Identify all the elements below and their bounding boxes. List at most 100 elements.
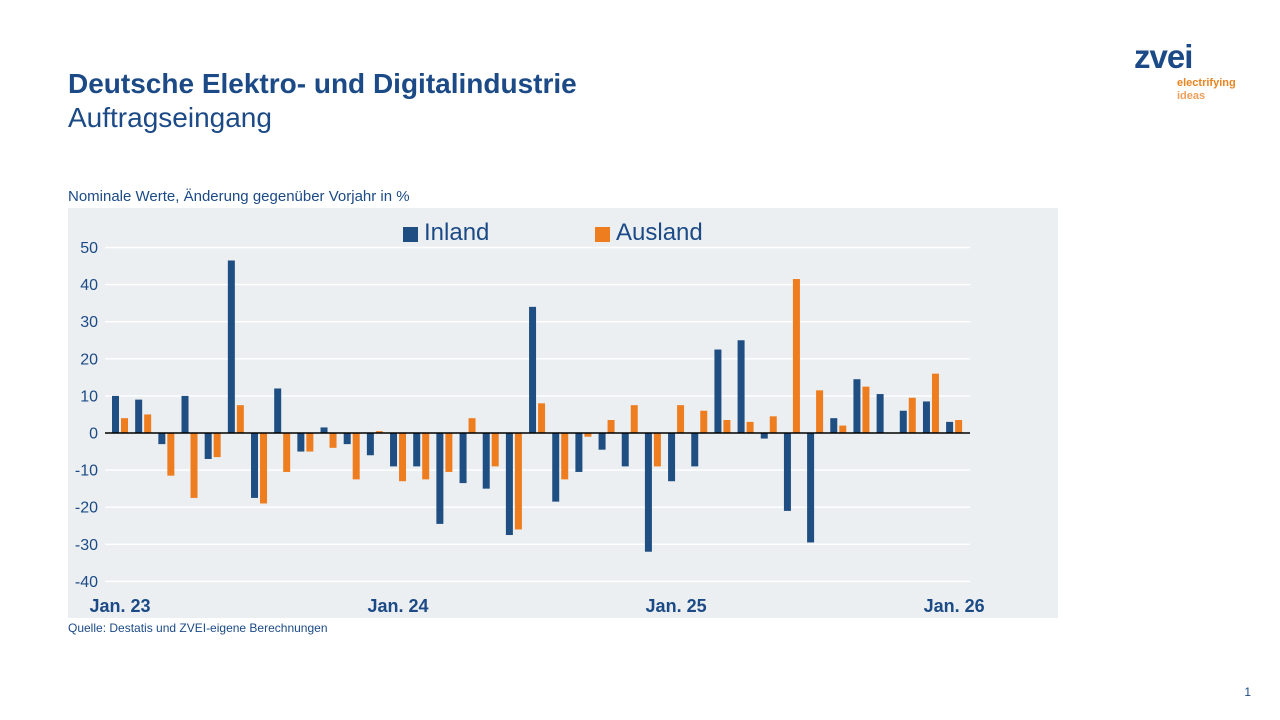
zvei-logo: zvei electrifying ideas: [1134, 38, 1236, 102]
inland-bar: [922, 401, 930, 433]
inland-bar: [552, 433, 560, 502]
zvei-tagline-line1: electrifying: [1177, 77, 1236, 89]
inland-bar: [343, 433, 351, 445]
ausland-bar: [491, 433, 499, 467]
inland-bar: [366, 433, 374, 456]
inland-bar: [946, 421, 954, 433]
page-title: Deutsche Elektro- und Digitalindustrie: [68, 68, 577, 99]
inland-bar: [436, 433, 444, 524]
inland-bar: [899, 410, 907, 433]
ausland-bar: [769, 416, 777, 433]
inland-bar: [158, 433, 166, 445]
ausland-bar: [931, 373, 939, 433]
page-subtitle: Auftragseingang: [68, 102, 272, 133]
ausland-bar: [839, 425, 847, 433]
y-axis-label: -40: [75, 574, 98, 591]
ausland-bar: [584, 433, 592, 437]
inland-bar: [274, 388, 282, 433]
ausland-bar: [213, 433, 221, 458]
inland-bar: [783, 433, 791, 511]
ausland-bar: [607, 420, 615, 433]
ausland-bar: [190, 433, 198, 498]
inland-bar: [737, 340, 745, 433]
ausland-bar: [236, 405, 244, 433]
inland-bar: [668, 433, 676, 482]
inland-bar: [459, 433, 467, 484]
ausland-bar: [792, 279, 800, 433]
ausland-bar: [283, 433, 291, 472]
ausland-bar: [514, 433, 522, 530]
ausland-bar: [306, 433, 314, 452]
ausland-bar: [746, 421, 754, 433]
y-axis-label: 50: [80, 240, 98, 257]
ausland-bar: [422, 433, 430, 480]
y-axis-label: 40: [80, 277, 98, 294]
ausland-bar: [468, 418, 476, 433]
ausland-bar: [955, 420, 963, 433]
inland-bar: [505, 433, 513, 536]
source-note: Quelle: Destatis und ZVEI-eigene Berechn…: [68, 621, 328, 635]
x-axis-label: Jan. 24: [368, 596, 429, 616]
ausland-bar: [816, 390, 824, 433]
ausland-bar: [260, 433, 268, 504]
ausland-swatch-icon: [595, 226, 610, 242]
inland-swatch-icon: [403, 226, 418, 242]
y-axis-label: -20: [75, 500, 98, 517]
ausland-bar: [653, 433, 661, 467]
inland-bar: [227, 260, 235, 433]
y-axis-label: 10: [80, 388, 98, 405]
ausland-bar: [167, 433, 175, 476]
ausland-bar: [538, 403, 546, 433]
inland-bar: [135, 399, 143, 433]
inland-bar: [181, 395, 189, 433]
inland-bar: [529, 306, 537, 433]
ausland-bar: [445, 433, 453, 472]
y-axis-label: -10: [75, 463, 98, 480]
chart-note: Nominale Werte, Änderung gegenüber Vorja…: [68, 188, 410, 205]
inland-bar: [297, 433, 305, 452]
legend-item-ausland: Ausland: [595, 221, 703, 245]
inland-bar: [760, 433, 768, 439]
inland-bar: [598, 433, 606, 450]
zvei-logo-tagline: electrifying ideas: [1177, 77, 1236, 102]
zvei-logo-text: zvei: [1134, 38, 1193, 75]
x-axis-label: Jan. 25: [646, 596, 707, 616]
ausland-bar: [862, 386, 870, 433]
legend-label-inland: Inland: [424, 219, 490, 246]
ausland-bar: [630, 405, 638, 433]
bar-chart: 50 40 30 20 10 0 -10 -20 -30 -40 Jan. 23 Jan. 24 Jan…: [75, 240, 985, 616]
ausland-bar: [561, 433, 569, 480]
ausland-bar: [375, 431, 383, 433]
y-axis-label: -30: [75, 537, 98, 554]
legend-item-inland: Inland: [403, 221, 489, 245]
inland-bar: [830, 418, 838, 433]
ausland-bar: [700, 410, 708, 433]
inland-bar: [390, 433, 398, 467]
y-axis-label: 0: [89, 426, 98, 443]
ausland-bar: [399, 433, 407, 482]
inland-bar: [714, 349, 722, 433]
ausland-bar: [144, 414, 152, 433]
inland-bar: [876, 394, 884, 433]
x-axis-label: Jan. 23: [89, 596, 150, 616]
chart-panel: 50 40 30 20 10 0 -10 -20 -30 -40 Jan. 23 Jan. 24 Jan…: [68, 208, 1058, 618]
zvei-tagline-line2: ideas: [1177, 89, 1206, 102]
inland-bar: [691, 433, 699, 467]
inland-bar: [251, 433, 259, 498]
ausland-bar: [329, 433, 337, 448]
y-axis-label: 30: [80, 314, 98, 331]
x-axis-label: Jan. 26: [924, 596, 985, 616]
inland-bar: [413, 433, 421, 467]
inland-bar: [575, 433, 583, 472]
slide-header: Deutsche Elektro- und Digitalindustrie A…: [68, 67, 577, 135]
ausland-bar: [121, 418, 128, 433]
ausland-bar: [352, 433, 360, 480]
ausland-bar: [723, 420, 731, 433]
inland-bar: [204, 433, 212, 459]
y-axis-label: 20: [80, 351, 98, 368]
ausland-bar: [908, 397, 916, 433]
ausland-bar: [677, 405, 685, 433]
inland-bar: [853, 379, 861, 433]
inland-bar: [320, 427, 328, 433]
